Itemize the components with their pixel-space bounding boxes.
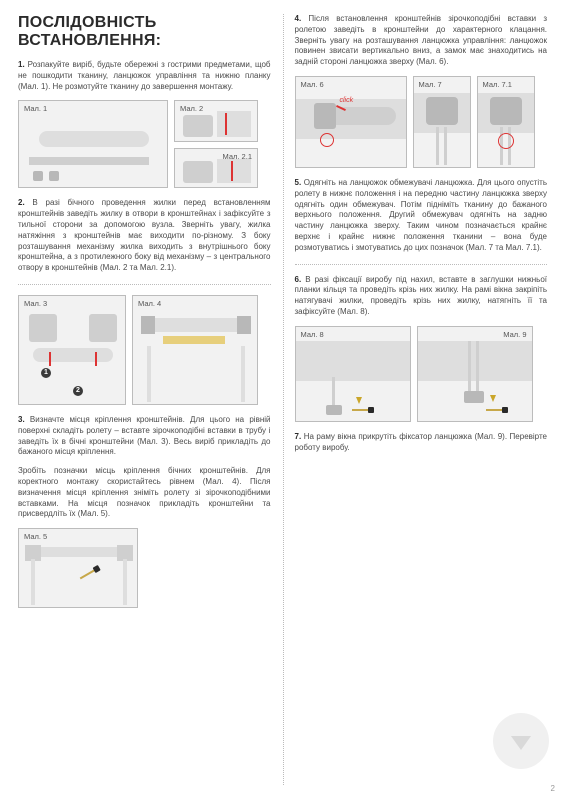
figure-label: Мал. 7 <box>419 80 442 89</box>
figure-8: Мал. 8 <box>295 326 411 422</box>
figure-row-2: Мал. 3 1 2 Мал. 4 <box>18 295 271 405</box>
figure-row-3: Мал. 5 <box>18 528 271 608</box>
figure-label: Мал. 2 <box>180 104 203 113</box>
figure-4: Мал. 4 <box>132 295 258 405</box>
figure-row-5: Мал. 8 Мал. 9 <box>295 326 548 422</box>
step-text: В разі бічного проведення жилки перед вс… <box>18 198 271 272</box>
figure-1: Мал. 1 <box>18 100 168 188</box>
step-number: 7. <box>295 432 302 441</box>
figure-5: Мал. 5 <box>18 528 138 608</box>
left-column: ПОСЛІДОВНІСТЬ ВСТАНОВЛЕННЯ: 1. Розпакуйт… <box>0 0 283 799</box>
step-text: В разі фіксації виробу під нахил, вставт… <box>295 275 548 316</box>
badge-1: 1 <box>41 368 51 378</box>
step-number: 6. <box>295 275 302 284</box>
figure-label: Мал. 3 <box>24 299 47 308</box>
paragraph-3b: Зробіть позначки місць кріплення бічних … <box>18 466 271 520</box>
page-number: 2 <box>551 784 555 793</box>
paragraph-3a: 3. Визначте місця кріплення кронштейнів.… <box>18 415 271 458</box>
figure-3: Мал. 3 1 2 <box>18 295 126 405</box>
page-title: ПОСЛІДОВНІСТЬ ВСТАНОВЛЕННЯ: <box>18 14 271 50</box>
figure-row-4: Мал. 6 click Мал. 7 Мал. 7.1 <box>295 76 548 168</box>
step-number: 5. <box>295 178 302 187</box>
page: ПОСЛІДОВНІСТЬ ВСТАНОВЛЕННЯ: 1. Розпакуйт… <box>0 0 565 799</box>
section-divider <box>18 284 271 285</box>
figure-9: Мал. 9 <box>417 326 533 422</box>
badge-2: 2 <box>73 386 83 396</box>
step-number: 4. <box>295 14 302 23</box>
paragraph-5: 5. Одягніть на ланцюжок обмежувачі ланцю… <box>295 178 548 254</box>
figure-label: Мал. 6 <box>301 80 324 89</box>
figure-label: Мал. 9 <box>503 330 526 339</box>
figure-label: Мал. 8 <box>301 330 324 339</box>
figure-label: Мал. 4 <box>138 299 161 308</box>
figure-col-2: Мал. 2 Мал. 2.1 <box>174 100 258 188</box>
figure-label: Мал. 7.1 <box>483 80 512 89</box>
figure-label: Мал. 1 <box>24 104 47 113</box>
step-number: 3. <box>18 415 25 424</box>
click-label: click <box>340 97 354 104</box>
paragraph-4: 4. Після встановлення кронштейнів зірочк… <box>295 14 548 68</box>
step-number: 2. <box>18 198 25 207</box>
step-text: На раму вікна прикрутіть фіксатор ланцюж… <box>295 432 547 452</box>
step-text: Після встановлення кронштейнів зірочкопо… <box>295 14 548 66</box>
figure-row-1: Мал. 1 Мал. 2 Мал. 2.1 <box>18 100 271 188</box>
figure-7-1: Мал. 7.1 <box>477 76 535 168</box>
figure-7: Мал. 7 <box>413 76 471 168</box>
paragraph-1: 1. Розпакуйте виріб, будьте обережні з г… <box>18 60 271 92</box>
step-number: 1. <box>18 60 25 69</box>
figure-2-1: Мал. 2.1 <box>174 148 258 188</box>
figure-6: Мал. 6 click <box>295 76 407 168</box>
section-divider <box>295 264 548 265</box>
watermark-icon <box>493 713 549 769</box>
paragraph-6: 6. В разі фіксації виробу під нахил, вст… <box>295 275 548 318</box>
step-text: Визначте місця кріплення кронштейнів. Дл… <box>18 415 271 456</box>
figure-2: Мал. 2 <box>174 100 258 142</box>
paragraph-2: 2. В разі бічного проведення жилки перед… <box>18 198 271 274</box>
step-text: Одягніть на ланцюжок обмежувачі ланцюжка… <box>295 178 548 252</box>
right-column: 4. Після встановлення кронштейнів зірочк… <box>283 0 565 799</box>
figure-label: Мал. 5 <box>24 532 47 541</box>
paragraph-7: 7. На раму вікна прикрутіть фіксатор лан… <box>295 432 548 454</box>
step-text: Розпакуйте виріб, будьте обережні з гост… <box>18 60 271 91</box>
